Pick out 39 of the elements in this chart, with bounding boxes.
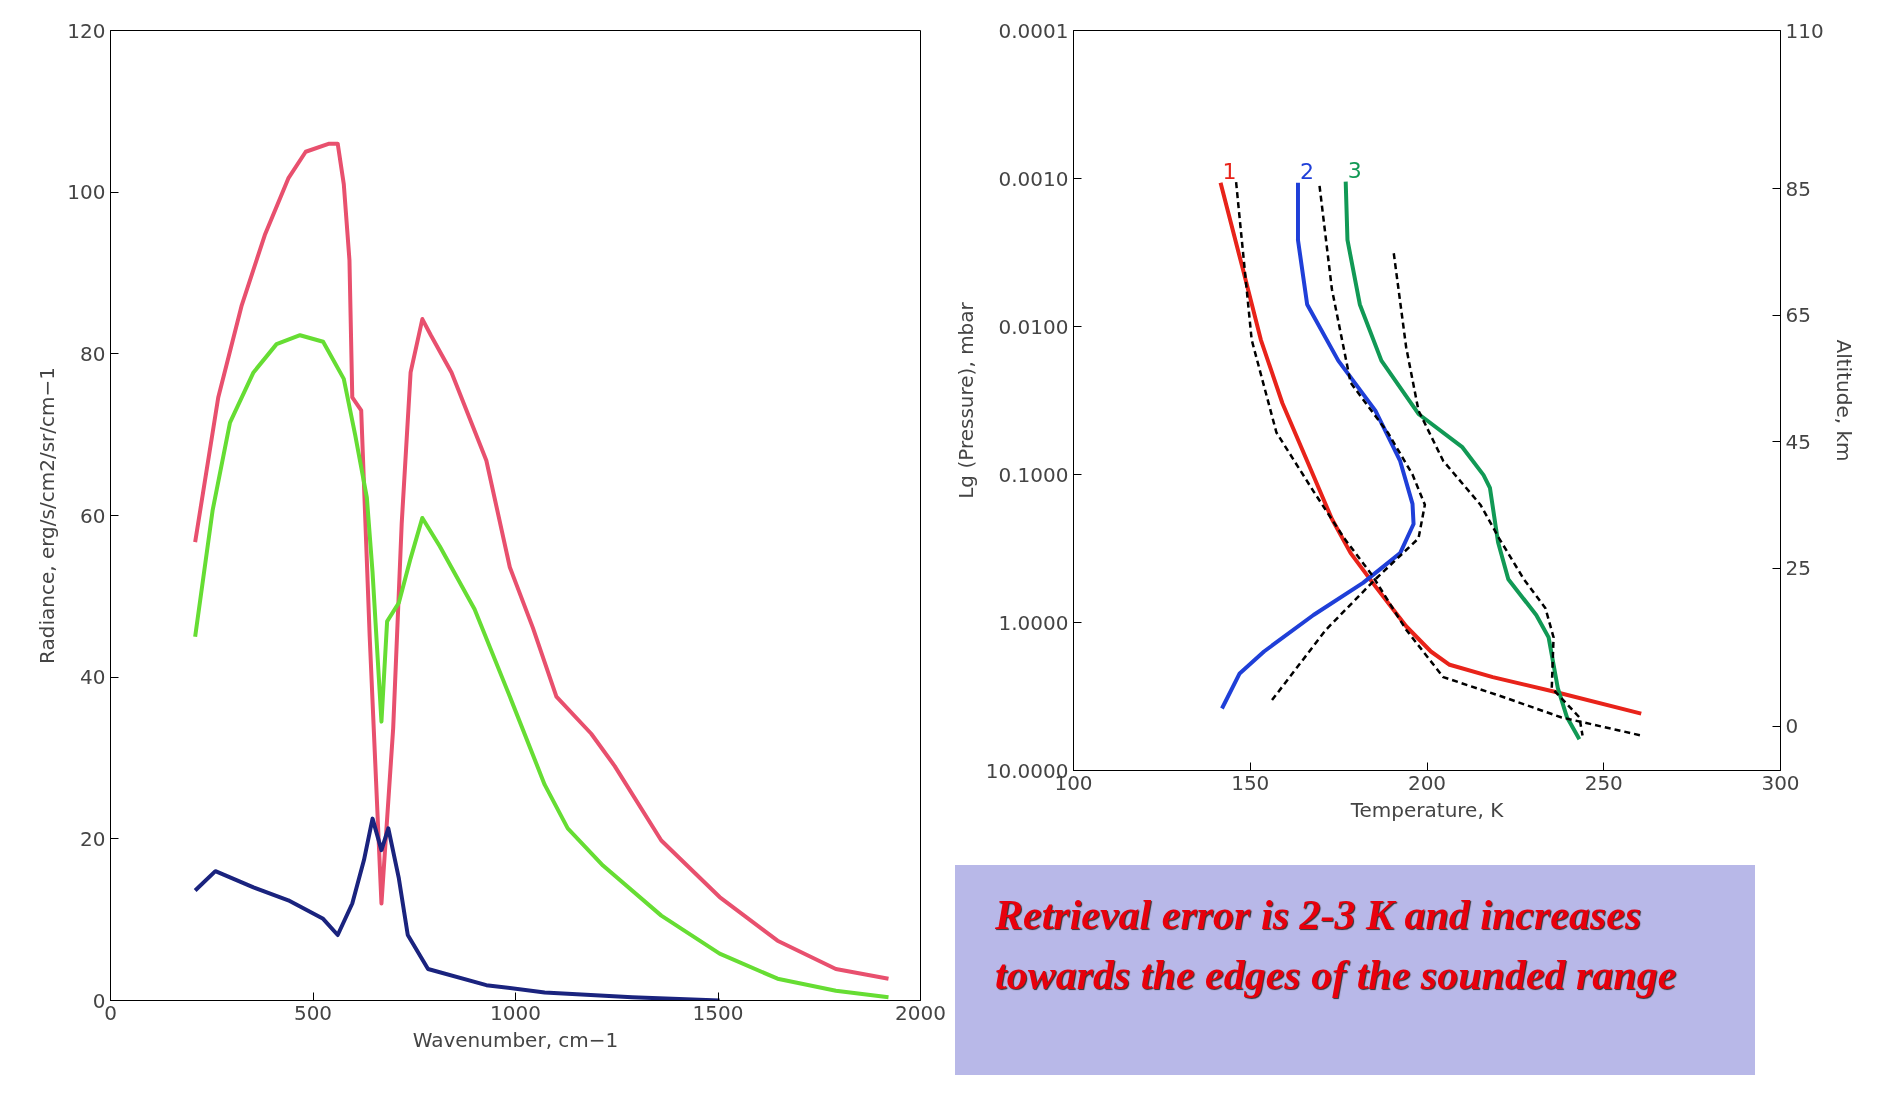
y2-tick-label: 0 — [1785, 714, 1799, 739]
y-axis-title: Lg (Pressure), mbar — [953, 301, 978, 499]
y2-axis-title: Altitude, km — [1831, 339, 1856, 462]
series-label: 2 — [1299, 158, 1314, 184]
y-tick-label: 60 — [80, 503, 106, 528]
line-series — [193, 141, 891, 981]
y2-tick-label: 65 — [1785, 303, 1811, 328]
line-series — [1343, 179, 1582, 742]
y-tick-label: 0.0100 — [998, 314, 1069, 339]
y-tick-label: 1.0000 — [998, 610, 1069, 635]
y-tick-label: 0.0010 — [998, 166, 1069, 191]
y-tick-label: 40 — [80, 665, 106, 690]
x-tick-label: 2000 — [895, 1000, 946, 1025]
y-tick-label: 0.0001 — [998, 18, 1069, 43]
x-tick-label: 1000 — [490, 1000, 541, 1025]
series-label: 3 — [1347, 157, 1362, 183]
y2-tick-label: 85 — [1785, 176, 1811, 201]
y2-tick-label: 25 — [1785, 556, 1811, 581]
x-axis-title: Temperature, K — [1349, 797, 1505, 822]
x-tick-label: 200 — [1407, 770, 1447, 795]
line-series — [193, 816, 722, 1001]
line-series — [1219, 180, 1416, 711]
y2-tick-label: 110 — [1785, 18, 1824, 43]
y-axis-title: Radiance, erg/s/cm2/sr/cm−1 — [35, 367, 60, 664]
y-tick-label: 100 — [67, 180, 106, 205]
x-tick-label: 250 — [1584, 770, 1623, 795]
x-tick-label: 500 — [293, 1000, 333, 1025]
line-series — [193, 333, 891, 1000]
x-tick-label: 300 — [1761, 770, 1800, 795]
x-axis-title: Wavenumber, cm−1 — [412, 1027, 619, 1052]
x-tick-label: 150 — [1231, 770, 1270, 795]
y2-tick-label: 45 — [1785, 429, 1811, 454]
x-tick-label: 1500 — [692, 1000, 744, 1025]
y-tick-label: 80 — [80, 341, 106, 366]
y-tick-label: 20 — [80, 826, 106, 851]
text: Retrieval error is 2-3 K and increases towards the edges of the sounded range — [995, 891, 1678, 1000]
series-label: 1 — [1222, 158, 1237, 184]
y-tick-label: 120 — [67, 18, 106, 43]
y-tick-label: 0.1000 — [998, 462, 1069, 487]
